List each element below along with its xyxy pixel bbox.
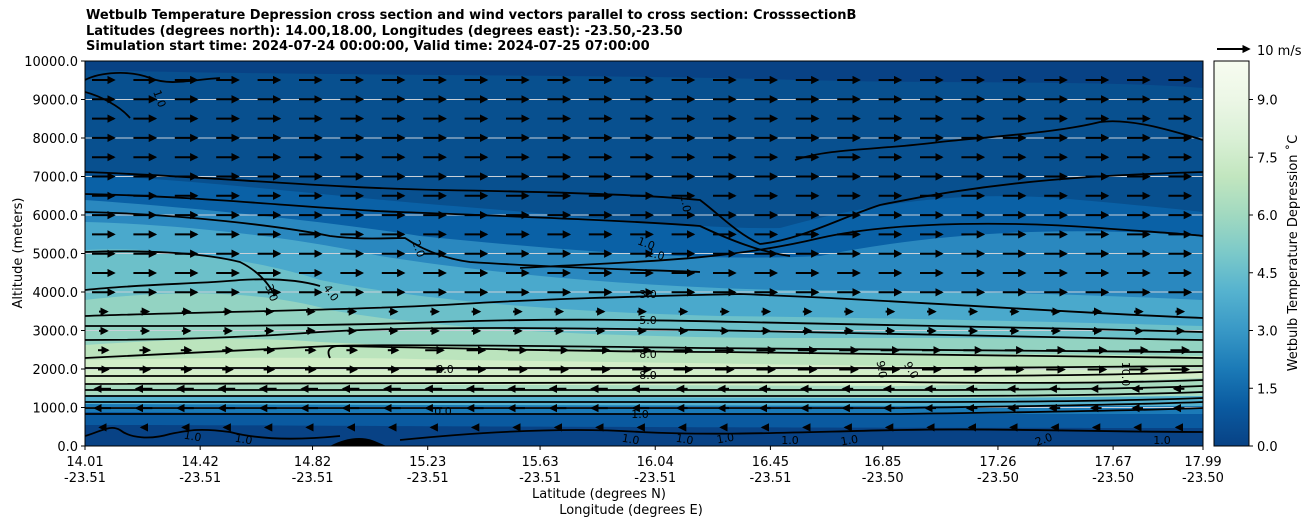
- contour-labels: 1.0 2.0 3.0 4.0 1.0 1.0 3.0 5.0 8.0 8.0 …: [150, 88, 1171, 448]
- title-line-3: Simulation start time: 2024-07-24 00:00:…: [86, 39, 650, 54]
- x-tick-label-lat: 16.45: [752, 455, 789, 470]
- x-tick-label-lon: -23.51: [292, 471, 334, 486]
- colorbar-tick-label: 6.0: [1257, 209, 1278, 224]
- title-line-1: Wetbulb Temperature Depression cross sec…: [86, 8, 857, 23]
- contour-label: 1.0: [621, 432, 640, 448]
- x-tick-label-lat: 17.99: [1184, 455, 1221, 470]
- y-tick-label: 9000.0: [33, 94, 79, 109]
- contour-line: [794, 120, 1203, 161]
- title-line-2: Latitudes (degrees north): 14.00,18.00, …: [86, 23, 683, 39]
- y-tick-label: 10000.0: [24, 55, 78, 70]
- contour-label: 1.0: [636, 235, 657, 253]
- colorbar-tick-label: 3.0: [1257, 325, 1278, 340]
- colorbar: 0.0 1.5 3.0 4.5 6.0 7.5 9.0 Wetbulb Temperatur…: [1213, 60, 1301, 455]
- x-tick-label-lat: 14.42: [182, 455, 219, 470]
- contour-line: [85, 250, 276, 297]
- y-tick-label: 0.0: [57, 440, 78, 455]
- x-tick-label-lat: 14.82: [294, 455, 331, 470]
- quiver-key-label: 10 m/s: [1257, 44, 1302, 59]
- x-tick-label-lon: -23.51: [634, 471, 676, 486]
- contour-line: [85, 327, 1203, 341]
- x-tick-label-lon: -23.51: [749, 471, 791, 486]
- x-tick-label-lon: -23.51: [519, 471, 561, 486]
- colorbar-ticks: 0.0 1.5 3.0 4.5 6.0 7.5 9.0: [1249, 94, 1278, 455]
- colorbar-tick-label: 1.5: [1257, 382, 1278, 397]
- x-tick-label-lon: -23.50: [1092, 471, 1134, 486]
- x-tick-label-lat: 17.26: [979, 455, 1016, 470]
- contour-label: 8.0: [639, 369, 657, 382]
- colorbar-tick-label: 4.5: [1257, 267, 1278, 282]
- contour-line: [85, 426, 341, 440]
- contour-label: 1.0: [150, 88, 168, 109]
- contour-line: [85, 278, 321, 291]
- x-tick-label-lon: -23.50: [977, 471, 1019, 486]
- contour-label: 1.0: [716, 431, 735, 447]
- contour-line: [85, 379, 1203, 385]
- colorbar-tick-label: 0.0: [1257, 440, 1278, 455]
- colorbar-gradient: [1213, 60, 1250, 447]
- x-tick-label-lon: -23.51: [64, 471, 106, 486]
- x-axis-label-latitude: Latitude (degrees N): [532, 487, 666, 502]
- colorbar-label: Wetbulb Temperature Depression ˚C: [1285, 135, 1301, 372]
- x-tick-label-lat: 15.63: [521, 455, 558, 470]
- contour-line: [85, 407, 1203, 415]
- colorbar-tick-label: 7.5: [1257, 151, 1278, 166]
- contour-label: 1.0: [1153, 434, 1171, 447]
- contour-label: 3.0: [639, 288, 657, 301]
- contour-line: [85, 293, 1203, 319]
- chart-title: Wetbulb Temperature Depression cross sec…: [86, 8, 856, 55]
- y-axis-label: Altitude (meters): [11, 198, 26, 309]
- y-tick-label: 8000.0: [33, 132, 79, 147]
- quiver-key: 10 m/s: [1217, 44, 1302, 59]
- x-tick-label-lat: 16.04: [637, 455, 674, 470]
- x-tick-label-lat: 15.23: [409, 455, 446, 470]
- y-tick-label: 5000.0: [33, 248, 79, 263]
- contour-label: 5.0: [639, 314, 657, 327]
- contour-label: 1.0: [631, 408, 649, 421]
- x-tick-label-lat: 17.67: [1095, 455, 1132, 470]
- contour-label: 2.0: [409, 238, 427, 259]
- x-tick-label-lat: 16.85: [864, 455, 901, 470]
- contour-label: 1.0: [840, 433, 859, 449]
- colorbar-tick-label: 9.0: [1257, 94, 1278, 109]
- y-tick-label: 4000.0: [33, 286, 79, 301]
- x-tick-label-lon: -23.50: [1182, 471, 1224, 486]
- y-tick-label: 7000.0: [33, 171, 79, 186]
- y-tick-label: 3000.0: [33, 325, 79, 340]
- contour-label: 0.0: [434, 405, 452, 418]
- x-tick-label-lon: -23.51: [179, 471, 221, 486]
- contour-label: 1.0: [675, 432, 694, 448]
- contour-line: [519, 222, 1203, 269]
- x-tick-label-lon: -23.50: [862, 471, 904, 486]
- contour-line: [85, 318, 1203, 333]
- contour-label: 2.0: [1033, 431, 1054, 449]
- x-tick-label-lon: -23.51: [407, 471, 449, 486]
- contour-label: 1.0: [234, 432, 253, 448]
- x-axis: 14.01-23.5114.42-23.5114.82-23.5115.23-2…: [64, 446, 1224, 486]
- wind-vectors: [92, 75, 1193, 432]
- x-tick-label-lat: 14.01: [66, 455, 103, 470]
- contour-label: 10.0: [1119, 362, 1132, 387]
- contour-line: [85, 171, 1203, 245]
- contour-label: 1.0: [781, 434, 799, 447]
- y-tick-label: 2000.0: [33, 363, 79, 378]
- y-tick-label: 1000.0: [33, 402, 79, 417]
- y-tick-label: 6000.0: [33, 209, 79, 224]
- contour-label: 1.0: [183, 429, 202, 445]
- x-axis-label-longitude: Longitude (degrees E): [559, 503, 703, 518]
- y-axis: 0.0 1000.0 2000.0 3000.0 4000.0 5000.0 6000.0 7…: [24, 55, 85, 455]
- contour-line: [327, 345, 1203, 359]
